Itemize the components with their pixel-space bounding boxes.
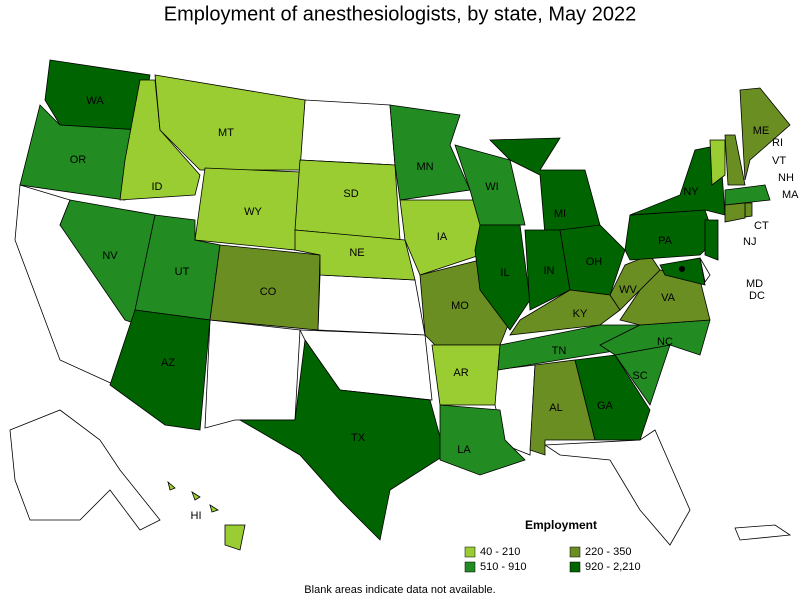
state — [574, 354, 651, 441]
state-label: PA — [658, 235, 673, 247]
legend-swatch — [464, 546, 476, 558]
state — [724, 184, 771, 206]
state-no-data — [543, 429, 691, 546]
state-label: NC — [657, 336, 673, 348]
legend-swatch — [569, 561, 581, 573]
state-label: IA — [437, 231, 448, 243]
state — [294, 159, 401, 241]
state — [439, 404, 526, 476]
map-title: Employment of anesthesiologists, by stat… — [164, 3, 636, 25]
state-no-data — [299, 99, 396, 166]
state-label: WY — [244, 206, 262, 218]
state-label: VA — [661, 292, 676, 304]
state-label: ID — [152, 181, 163, 193]
state-label: MT — [218, 127, 234, 139]
state-label: IL — [500, 267, 509, 279]
state-label: SC — [632, 370, 647, 382]
state-label: MN — [416, 161, 433, 173]
state — [739, 87, 791, 181]
state-label: TN — [552, 345, 567, 357]
state-label: RI — [772, 137, 783, 149]
state-label: SD — [343, 188, 358, 200]
state-label: OH — [586, 256, 603, 268]
state — [609, 254, 661, 311]
states — [9, 59, 792, 551]
state-label: CT — [754, 220, 769, 232]
state-label: UT — [175, 266, 190, 278]
state — [559, 224, 626, 296]
state — [238, 338, 446, 541]
state-no-data — [204, 319, 301, 429]
legend-swatch — [569, 546, 581, 558]
state-label: GA — [597, 400, 614, 412]
state-label: MA — [782, 189, 799, 201]
state-label: WV — [619, 284, 637, 296]
state-label: DC — [749, 290, 765, 302]
legend-label: 220 - 350 — [585, 546, 631, 558]
state-label: KY — [573, 308, 588, 320]
state-label: IN — [544, 265, 555, 277]
state-label: AL — [549, 402, 562, 414]
state-label: LA — [457, 444, 471, 456]
state — [724, 134, 746, 186]
state-label: MI — [554, 208, 566, 220]
state-label: AR — [453, 367, 468, 379]
state-label: AZ — [161, 357, 175, 369]
state — [209, 244, 321, 331]
state-label: MO — [451, 300, 469, 312]
state-label: WA — [86, 95, 104, 107]
island — [191, 491, 201, 501]
legend-swatch — [464, 561, 476, 573]
state — [709, 139, 726, 186]
legend-label: 920 - 2,210 — [585, 561, 641, 573]
state — [704, 219, 719, 261]
state-label: NH — [778, 172, 794, 184]
state — [744, 202, 753, 218]
state-label: NE — [349, 247, 364, 259]
state — [431, 344, 501, 406]
state-label: WI — [485, 181, 498, 193]
state-no-data — [734, 524, 792, 541]
state-label: NJ — [743, 236, 756, 248]
state-label: TX — [351, 432, 366, 444]
state — [399, 199, 496, 276]
state-label: CO — [260, 286, 277, 298]
state-no-data — [317, 274, 426, 336]
state-label: NY — [683, 186, 699, 198]
legend-title: Employment — [525, 518, 597, 532]
state — [724, 202, 746, 223]
state — [474, 224, 531, 331]
state-label: OR — [70, 154, 87, 166]
state-no-data — [9, 409, 161, 531]
island — [209, 504, 219, 513]
dc-dot — [679, 266, 685, 272]
state — [224, 524, 246, 551]
legend-label: 510 - 910 — [480, 561, 526, 573]
state-label: HI — [191, 510, 202, 522]
state-label: VT — [772, 155, 786, 167]
state-label: NV — [102, 250, 118, 262]
state-label: ME — [753, 125, 770, 137]
island — [167, 480, 176, 491]
footnote: Blank areas indicate data not available. — [304, 584, 495, 596]
state-label: MD — [746, 278, 763, 290]
legend-label: 40 - 210 — [480, 546, 520, 558]
